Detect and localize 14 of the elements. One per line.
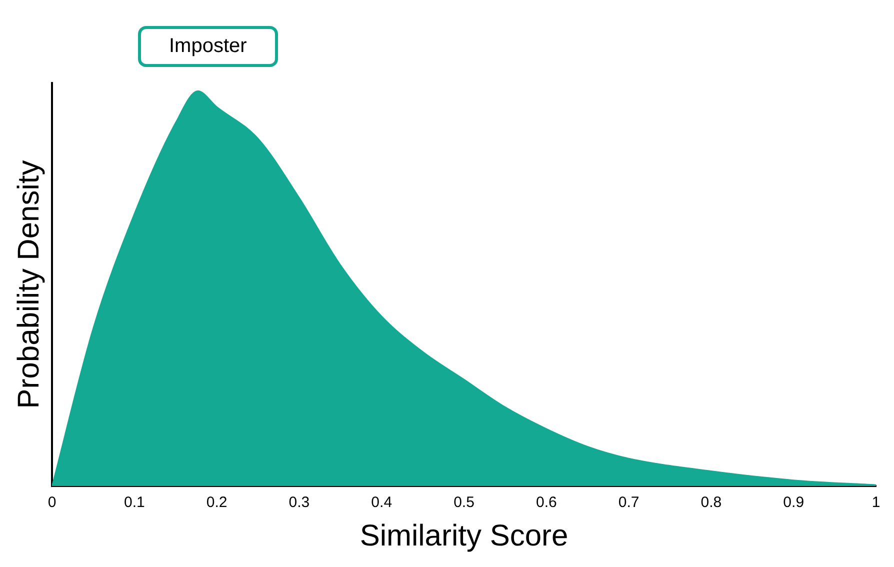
x-axis-title: Similarity Score — [360, 519, 568, 552]
x-tick-label: 0.5 — [454, 494, 474, 512]
y-axis-title: Probability Density — [12, 160, 46, 409]
x-tick-label: 0 — [48, 494, 56, 512]
x-tick-label: 0.7 — [618, 494, 640, 512]
x-tick-label: 0.8 — [700, 494, 722, 512]
x-tick-label: 0.4 — [371, 494, 392, 512]
x-tick-label: 0.6 — [536, 494, 557, 512]
x-tick-label: 0.3 — [288, 494, 310, 512]
text: Imposter — [138, 26, 278, 67]
x-tick-label: 0.9 — [783, 494, 804, 512]
x-tick-label: 1 — [872, 494, 880, 512]
x-tick-label: 0.1 — [124, 494, 145, 512]
x-tick-label: 0.2 — [206, 494, 228, 512]
